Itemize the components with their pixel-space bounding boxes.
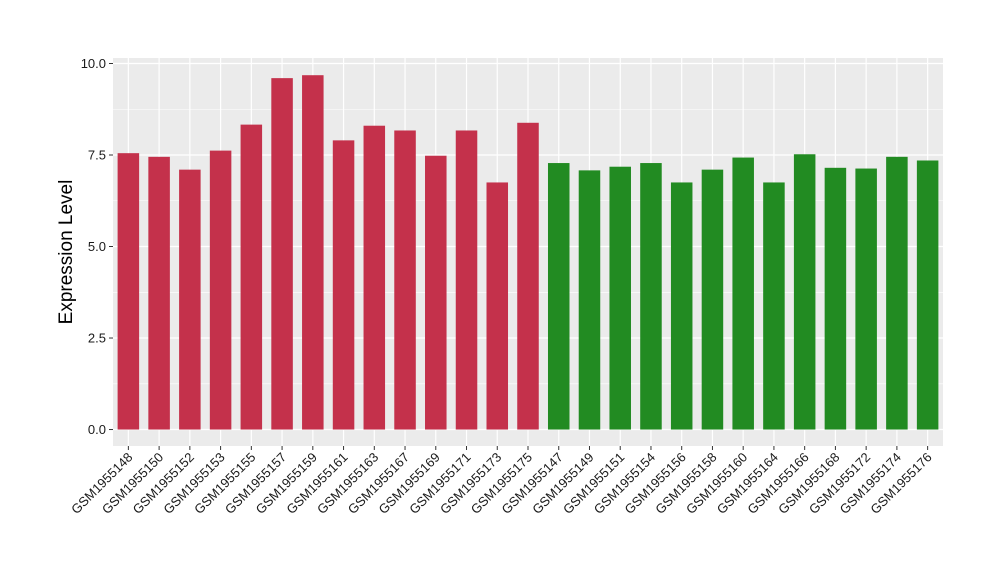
y-axis-title: Expression Level bbox=[56, 180, 77, 325]
bar-GSM1955175 bbox=[517, 122, 539, 430]
bar-GSM1955160 bbox=[732, 157, 754, 430]
bar-GSM1955156 bbox=[670, 182, 693, 430]
bar-GSM1955159 bbox=[302, 75, 324, 430]
bar-GSM1955150 bbox=[148, 156, 170, 430]
bar-GSM1955147 bbox=[547, 163, 570, 430]
bar-GSM1955157 bbox=[271, 78, 293, 430]
bar-GSM1955164 bbox=[763, 182, 785, 430]
bar-GSM1955169 bbox=[425, 155, 447, 430]
y-tick-label: 10.0 bbox=[81, 56, 106, 71]
bar-GSM1955172 bbox=[855, 168, 877, 430]
bar-GSM1955153 bbox=[209, 150, 232, 430]
bar-GSM1955151 bbox=[609, 166, 631, 430]
bar-GSM1955167 bbox=[394, 130, 416, 430]
bar-GSM1955168 bbox=[824, 167, 847, 430]
bars bbox=[117, 75, 939, 430]
y-tick-label: 2.5 bbox=[88, 331, 106, 346]
bar-GSM1955173 bbox=[486, 182, 509, 430]
bar-GSM1955161 bbox=[332, 140, 355, 430]
y-tick-label: 5.0 bbox=[88, 239, 106, 254]
bar-GSM1955176 bbox=[916, 160, 939, 430]
bar-GSM1955154 bbox=[640, 163, 662, 430]
bar-GSM1955155 bbox=[240, 124, 263, 430]
bar-GSM1955163 bbox=[363, 125, 386, 430]
bar-GSM1955166 bbox=[793, 154, 816, 430]
y-axis: 0.0 2.5 5.0 7.5 10.0 bbox=[81, 56, 113, 437]
bar-GSM1955149 bbox=[578, 170, 601, 430]
y-tick-label: 7.5 bbox=[88, 148, 106, 163]
y-tick-label: 0.0 bbox=[88, 422, 106, 437]
bar-GSM1955174 bbox=[886, 156, 908, 430]
x-axis: GSM1955148GSM1955150GSM1955152GSM1955153… bbox=[68, 446, 935, 517]
bar-GSM1955158 bbox=[701, 169, 724, 430]
bar-GSM1955171 bbox=[455, 130, 478, 430]
bar-GSM1955152 bbox=[179, 169, 201, 430]
bar-GSM1955148 bbox=[117, 153, 140, 430]
